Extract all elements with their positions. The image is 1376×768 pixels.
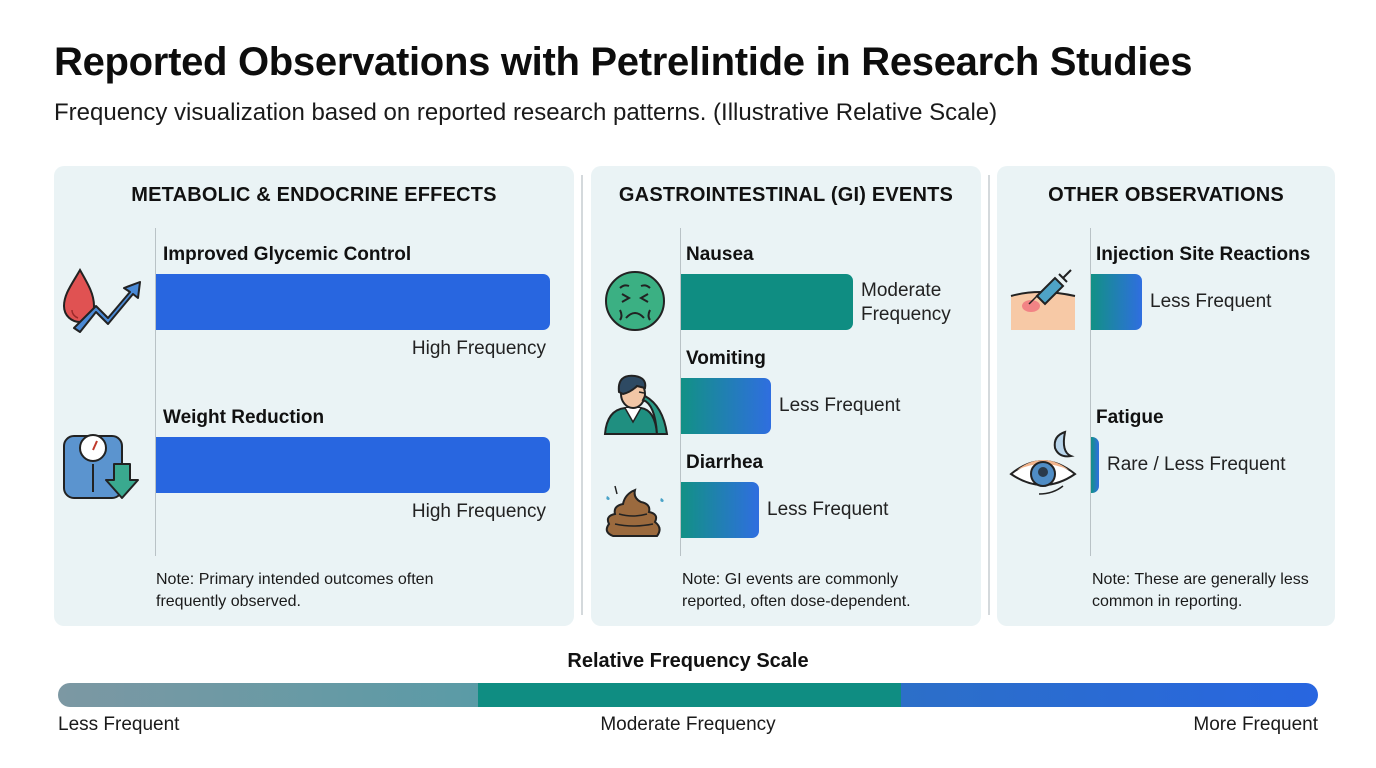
item-label: Improved Glycemic Control [163, 244, 412, 265]
frequency-scale-bar [58, 683, 1318, 707]
bar-fatigue [1091, 437, 1099, 493]
scale-down-arrow-icon [63, 434, 139, 499]
bar-improved-glycemic-control [156, 274, 550, 330]
vomiting-person-icon [603, 374, 669, 435]
stool-icon [605, 485, 664, 537]
bar-diarrhea [681, 482, 759, 538]
panel-note: Note: Primary intended outcomes often fr… [156, 571, 434, 610]
panel-axis [680, 228, 681, 556]
panel-note: Note: These are generally less common in… [1092, 571, 1309, 610]
legend-label-less: Less Frequent [58, 714, 180, 735]
panel-title-metabolic: METABOLIC & ENDOCRINE EFFECTS [131, 184, 497, 206]
legend-label-more: More Frequent [1193, 714, 1318, 735]
nauseated-face-icon [605, 271, 665, 331]
panel-axis [1090, 228, 1091, 556]
bar-frequency-label: High Frequency [411, 501, 546, 522]
item-label: Nausea [686, 244, 754, 265]
panel-title-gi: GASTROINTESTINAL (GI) EVENTS [618, 184, 954, 206]
legend-title: Relative Frequency Scale [567, 650, 809, 672]
page-title: Reported Observations with Petrelintide … [54, 40, 1193, 84]
page-subtitle: Frequency visualization based on reporte… [54, 99, 998, 126]
panel-axis [155, 228, 156, 556]
bar-injection-site-reactions [1091, 274, 1142, 330]
scale-segment-moderate [477, 683, 901, 707]
scale-segment-more [900, 683, 1318, 707]
panel-gi: GASTROINTESTINAL (GI) EVENTS Nausea Mode… [591, 166, 981, 626]
panel-metabolic: METABOLIC & ENDOCRINE EFFECTS Improved G… [54, 166, 574, 626]
bar-vomiting [681, 378, 771, 434]
panel-title-other: OTHER OBSERVATIONS [1048, 184, 1284, 206]
item-label: Weight Reduction [163, 407, 325, 428]
syringe-skin-icon [1010, 269, 1076, 330]
scale-segment-less [58, 683, 478, 707]
bar-frequency-label: Less Frequent [767, 499, 889, 520]
legend-label-moderate: Moderate Frequency [600, 714, 776, 735]
tired-eye-moon-icon [1009, 430, 1077, 495]
bar-frequency-label: Rare / Less Frequent [1107, 454, 1286, 475]
item-label: Injection Site Reactions [1096, 244, 1311, 265]
panel-divider [988, 175, 990, 615]
bar-frequency-label: Less Frequent [1150, 291, 1272, 312]
panel-divider [581, 175, 583, 615]
bar-weight-reduction [156, 437, 550, 493]
bar-frequency-label: Less Frequent [779, 395, 901, 416]
item-label: Fatigue [1096, 407, 1164, 428]
panel-other: OTHER OBSERVATIONS Injection Site Reacti… [997, 166, 1335, 626]
item-label: Vomiting [686, 348, 766, 369]
bar-frequency-label: High Frequency [411, 338, 546, 359]
bar-frequency-label: Moderate Frequency [861, 280, 951, 325]
blood-drop-trend-up-icon [62, 267, 141, 333]
panel-note: Note: GI events are commonly reported, o… [682, 571, 911, 610]
bar-nausea [681, 274, 853, 330]
item-label: Diarrhea [686, 452, 764, 473]
